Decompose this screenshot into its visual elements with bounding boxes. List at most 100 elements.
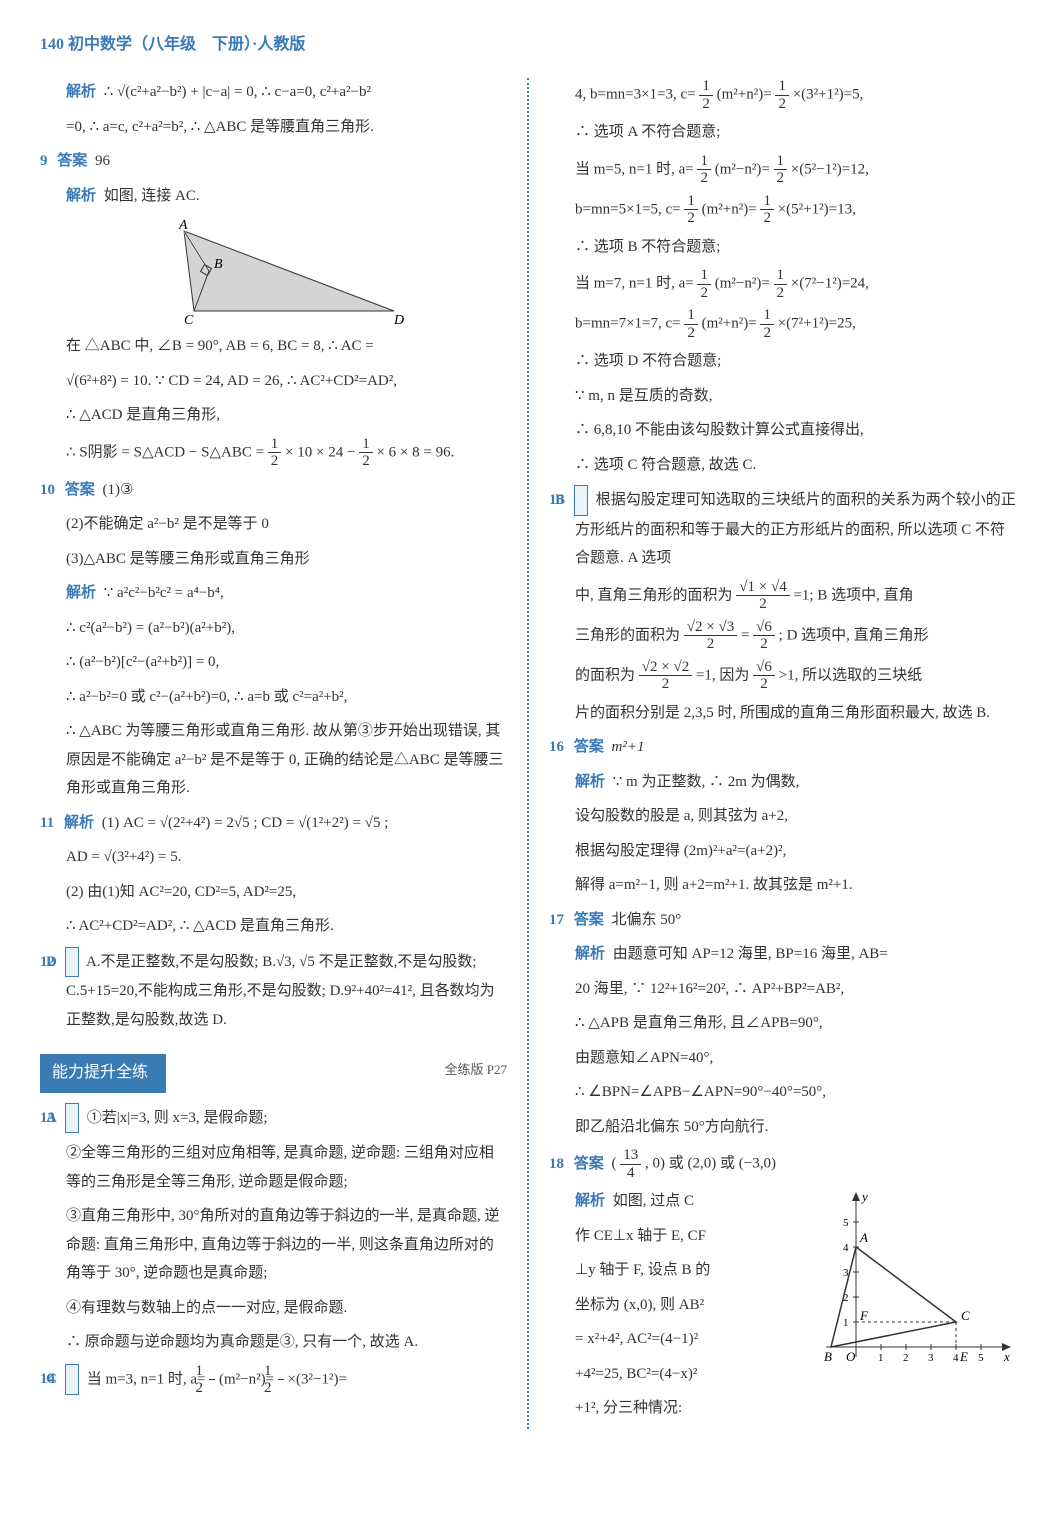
- q18-explain-wrap: 解析 如图, 过点 C 作 CE⊥x 轴于 E, CF ⊥y 轴于 F, 设点 …: [549, 1187, 1016, 1429]
- r6: 当 m=7, n=1 时, a= 12 (m²−n²)= 12 ×(7²−1²)…: [549, 267, 1016, 301]
- q8-line1: ∴ √(c²+a²−b²) + |c−a| = 0, ∴ c−a=0, c²+a…: [104, 84, 371, 100]
- q8-explain: 解析 ∴ √(c²+a²−b²) + |c−a| = 0, ∴ c−a=0, c…: [40, 78, 507, 107]
- r10: ∴ 6,8,10 不能由该勾股数计算公式直接得出,: [549, 416, 1016, 445]
- explain-label: 解析: [575, 946, 605, 962]
- r5: ∴ 选项 B 不符合题意;: [549, 233, 1016, 262]
- q11-l2: AD = √(3²+4²) = 5.: [40, 843, 507, 872]
- answer-label: 答案: [57, 153, 87, 169]
- svg-text:E: E: [959, 1349, 968, 1364]
- q9-explain-text: 如图, 连接 AC.: [104, 188, 200, 204]
- q18-e6: +4²=25, BC²=(4−x)²: [549, 1360, 808, 1389]
- q18-e4: 坐标为 (x,0), 则 AB²: [549, 1291, 808, 1320]
- q9-number: 9: [40, 153, 48, 169]
- left-column: 解析 ∴ √(c²+a²−b²) + |c−a| = 0, ∴ c−a=0, c…: [40, 78, 507, 1429]
- r11: ∴ 选项 C 符合题意, 故选 C.: [549, 451, 1016, 480]
- svg-text:A: A: [859, 1230, 868, 1245]
- right-column: 4, b=mn=3×1=3, c= 12 (m²+n²)= 12 ×(3²+1²…: [549, 78, 1016, 1429]
- q11-number: 11: [40, 815, 54, 831]
- svg-text:1: 1: [843, 1317, 849, 1329]
- svg-text:1: 1: [878, 1352, 884, 1364]
- q17-e2: 20 海里, ∵ 12²+16²=20², ∴ AP²+BP²=AB²,: [549, 975, 1016, 1004]
- section-row: 能力提升全练 全练版 P27: [40, 1040, 507, 1102]
- q10-e5: ∴ △ABC 为等腰三角形或直角三角形. 故从第③步开始出现错误, 其原因是不能…: [40, 717, 507, 803]
- q16-explain-row: 解析 ∵ m 为正整数, ∴ 2m 为偶数,: [549, 768, 1016, 797]
- q14-row: 14C 当 m=3, n=1 时, a= 12 (m²−n²)= 12 ×(3²…: [40, 1363, 507, 1397]
- svg-text:C: C: [961, 1308, 970, 1323]
- r2: ∴ 选项 A 不符合题意;: [549, 118, 1016, 147]
- svg-text:4: 4: [843, 1242, 849, 1254]
- q17-answer-row: 17 答案 北偏东 50°: [549, 906, 1016, 935]
- q11-row: 11 解析 (1) AC = √(2²+4²) = 2√5 ; CD = √(1…: [40, 809, 507, 838]
- q15-l1: 根据勾股定理可知选取的三块纸片的面积的关系为两个较小的正方形纸片的面积和等于最大…: [575, 492, 1016, 566]
- r3: 当 m=5, n=1 时, a= 12 (m²−n²)= 12 ×(5²−1²)…: [549, 153, 1016, 187]
- q9-l1: 在 △ABC 中, ∠B = 90°, AB = 6, BC = 8, ∴ AC…: [40, 332, 507, 361]
- q13-l3: ③直角三角形中, 30°角所对的直角边等于斜边的一半, 是真命题, 逆命题: 直…: [40, 1202, 507, 1288]
- svg-text:2: 2: [903, 1352, 909, 1364]
- r1: 4, b=mn=3×1=3, c= 12 (m²+n²)= 12 ×(3²+1²…: [549, 78, 1016, 112]
- answer-label: 答案: [574, 739, 604, 755]
- q10-answer-row: 10 答案 (1)③: [40, 476, 507, 505]
- r7: b=mn=7×1=7, c= 12 (m²+n²)= 12 ×(7²+1²)=2…: [549, 307, 1016, 341]
- svg-text:O: O: [846, 1349, 856, 1364]
- q16-e2: 设勾股数的股是 a, 则其弦为 a+2,: [549, 802, 1016, 831]
- q10-explain-row: 解析 ∵ a²c²−b²c² = a⁴−b⁴,: [40, 579, 507, 608]
- q10-number: 10: [40, 482, 55, 498]
- q13-l5: ∴ 原命题与逆命题均为真命题是③, 只有一个, 故选 A.: [40, 1328, 507, 1357]
- q17-e4: 由题意知∠APN=40°,: [549, 1044, 1016, 1073]
- q17-e5: ∴ ∠BPN=∠APB−∠APN=90°−40°=50°,: [549, 1078, 1016, 1107]
- page-header: 140 初中数学（八年级 下册）·人教版: [40, 30, 1016, 60]
- q10-e4: ∴ a²−b²=0 或 c²−(a²+b²)=0, ∴ a=b 或 c²=a²+…: [40, 683, 507, 712]
- q14-choice: C: [65, 1364, 79, 1395]
- q12-text: A.不是正整数,不是勾股数; B.√3, √5 不是正整数,不是勾股数; C.5…: [66, 954, 495, 1028]
- q18-e5: = x²+4², AC²=(4−1)²: [549, 1325, 808, 1354]
- q9-explain-row: 解析 如图, 连接 AC.: [40, 182, 507, 211]
- q15-l2: 中, 直角三角形的面积为 √1 × √42 =1; B 选项中, 直角: [549, 579, 1016, 613]
- svg-text:A: A: [178, 218, 188, 233]
- answer-label: 答案: [65, 482, 95, 498]
- q18-e2: 作 CE⊥x 轴于 E, CF: [549, 1222, 808, 1251]
- q13-row: 13A ①若|x|=3, 则 x=3, 是假命题;: [40, 1103, 507, 1134]
- q9-figure: A B C D: [144, 216, 404, 326]
- q10-e2: ∴ c²(a²−b²) = (a²−b²)(a²+b²),: [40, 614, 507, 643]
- answer-label: 答案: [574, 1156, 604, 1172]
- q17-e3: ∴ △APB 是直角三角形, 且∠APB=90°,: [549, 1009, 1016, 1038]
- q13-choice: A: [65, 1103, 79, 1134]
- q8-line2: =0, ∴ a=c, c²+a²=b², ∴ △ABC 是等腰直角三角形.: [40, 113, 507, 142]
- svg-text:3: 3: [928, 1352, 934, 1364]
- r9: ∵ m, n 是互质的奇数,: [549, 382, 1016, 411]
- svg-text:D: D: [393, 313, 404, 326]
- q17-answer: 北偏东 50°: [612, 912, 682, 928]
- svg-text:5: 5: [843, 1217, 849, 1229]
- q9-answer: 96: [95, 153, 110, 169]
- r4: b=mn=5×1=5, c= 12 (m²+n²)= 12 ×(5²+1²)=1…: [549, 193, 1016, 227]
- q18-number: 18: [549, 1156, 564, 1172]
- svg-text:y: y: [860, 1189, 868, 1204]
- svg-text:x: x: [1003, 1349, 1010, 1364]
- q12-row: 12D A.不是正整数,不是勾股数; B.√3, √5 不是正整数,不是勾股数;…: [40, 947, 507, 1035]
- svg-text:5: 5: [978, 1352, 984, 1364]
- q13-l1: ①若|x|=3, 则 x=3, 是假命题;: [87, 1110, 268, 1126]
- q17-explain-row: 解析 由题意可知 AP=12 海里, BP=16 海里, AB=: [549, 940, 1016, 969]
- explain-label: 解析: [66, 188, 96, 204]
- q18-e7: +1², 分三种情况:: [549, 1394, 808, 1423]
- content-columns: 解析 ∴ √(c²+a²−b²) + |c−a| = 0, ∴ c−a=0, c…: [40, 78, 1016, 1429]
- q13-l4: ④有理数与数轴上的点一一对应, 是假命题.: [40, 1294, 507, 1323]
- q15-l4: 的面积为 √2 × √22 =1, 因为 √62 >1, 所以选取的三块纸: [549, 659, 1016, 693]
- answer-label: 答案: [574, 912, 604, 928]
- q9-l4: ∴ S阴影 = S△ACD − S△ABC = 12 × 10 × 24 − 1…: [40, 436, 507, 470]
- q18-figure: 1 2 3 4 5 1 2 3 4 5 A B C E F O y: [816, 1187, 1016, 1377]
- q9-l2: √(6²+8²) = 10. ∵ CD = 24, AD = 26, ∴ AC²…: [40, 367, 507, 396]
- q10-e3: ∴ (a²−b²)[c²−(a²+b²)] = 0,: [40, 648, 507, 677]
- q18-e3: ⊥y 轴于 F, 设点 B 的: [549, 1256, 808, 1285]
- q18-explain-row: 解析 如图, 过点 C: [549, 1187, 808, 1216]
- explain-label: 解析: [66, 585, 96, 601]
- q16-e3: 根据勾股定理得 (2m)²+a²=(a+2)²,: [549, 837, 1016, 866]
- q16-e4: 解得 a=m²−1, 则 a+2=m²+1. 故其弦是 m²+1.: [549, 871, 1016, 900]
- q12-choice: D: [65, 947, 79, 978]
- svg-text:C: C: [184, 313, 194, 326]
- q11-l4: ∴ AC²+CD²=AD², ∴ △ACD 是直角三角形.: [40, 912, 507, 941]
- q18-answer-row: 18 答案 ( 134 , 0) 或 (2,0) 或 (−3,0): [549, 1147, 1016, 1181]
- column-divider: [527, 78, 529, 1429]
- q17-number: 17: [549, 912, 564, 928]
- explain-label: 解析: [575, 1193, 605, 1209]
